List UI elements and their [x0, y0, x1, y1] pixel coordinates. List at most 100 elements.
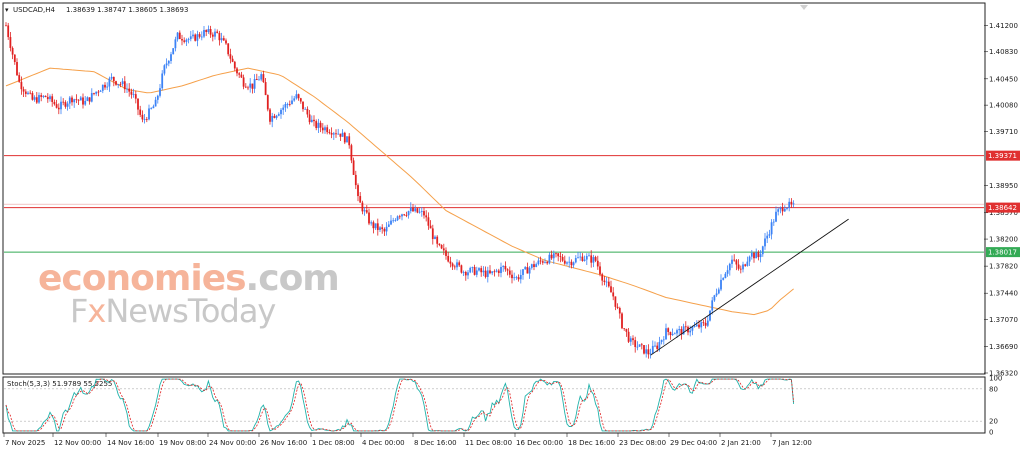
y-tick-label: 1.37820 — [989, 263, 1018, 271]
candle — [577, 251, 579, 259]
candle — [601, 272, 604, 286]
candle — [264, 78, 267, 96]
candle — [90, 88, 93, 103]
candle — [249, 78, 252, 93]
candle — [605, 276, 608, 288]
candle — [64, 100, 67, 109]
candle — [585, 253, 588, 265]
candle — [62, 98, 65, 106]
candle — [445, 247, 447, 260]
candle — [376, 218, 379, 236]
candle — [16, 58, 18, 77]
svg-text:FxNewsToday: FxNewsToday — [70, 292, 275, 330]
candle — [178, 30, 181, 40]
candle — [308, 109, 311, 125]
candle — [139, 105, 142, 118]
candle — [75, 94, 78, 104]
candle — [713, 294, 716, 302]
candle — [766, 231, 769, 244]
candle — [383, 227, 386, 237]
candle — [654, 341, 656, 348]
candle — [9, 32, 12, 52]
candle — [253, 74, 256, 94]
candle — [739, 265, 742, 274]
candle — [480, 265, 483, 277]
one-click-arrow-icon[interactable] — [800, 5, 808, 10]
x-tick-label: 26 Nov 16:00 — [260, 439, 307, 447]
candle — [720, 274, 722, 292]
candle — [53, 99, 56, 106]
candle — [220, 32, 223, 43]
candle — [214, 28, 216, 40]
candle — [625, 328, 628, 337]
candle — [93, 92, 95, 96]
candle — [27, 91, 29, 95]
candle — [777, 207, 780, 216]
candle — [104, 82, 106, 90]
candle — [328, 129, 331, 135]
candle — [372, 220, 375, 234]
stoch-y-tick-label: 100 — [989, 375, 1002, 383]
candle — [436, 235, 439, 248]
candle — [7, 22, 10, 40]
candle — [299, 97, 302, 104]
candle — [130, 88, 133, 99]
x-tick-label: 11 Dec 08:00 — [465, 439, 512, 447]
candle — [302, 101, 304, 112]
candle — [273, 113, 276, 119]
trendline[interactable] — [650, 218, 849, 356]
candle — [275, 114, 278, 120]
candle — [365, 205, 368, 214]
candle — [205, 29, 208, 37]
candle — [530, 263, 533, 270]
candle — [599, 262, 601, 277]
candle — [29, 90, 32, 95]
candle — [156, 94, 159, 104]
candle — [405, 211, 408, 218]
candle — [330, 127, 333, 139]
candle — [161, 70, 164, 91]
candle — [594, 255, 597, 263]
candle — [176, 32, 179, 42]
dropdown-arrow-icon[interactable]: ▾ — [5, 6, 9, 14]
candle — [198, 32, 201, 39]
candle — [229, 48, 232, 64]
candle — [341, 129, 344, 137]
candle — [627, 327, 630, 343]
candle — [159, 83, 161, 98]
candle — [552, 250, 555, 264]
candle — [559, 252, 562, 263]
candle — [154, 96, 157, 107]
candle — [112, 76, 115, 87]
candle — [500, 262, 502, 278]
candle — [511, 270, 513, 284]
candle — [522, 269, 524, 280]
candle — [484, 266, 487, 279]
candle — [684, 321, 687, 332]
candle — [99, 89, 102, 92]
candle — [662, 336, 665, 345]
candle — [768, 229, 771, 239]
candle — [385, 222, 388, 236]
candle — [495, 268, 498, 273]
stoch-y-tick-label: 0 — [989, 429, 993, 437]
candle — [251, 83, 254, 94]
candle — [621, 312, 623, 330]
stoch-signal-line — [5, 378, 794, 432]
candle — [420, 207, 423, 217]
candle — [489, 265, 491, 275]
candle — [141, 110, 144, 123]
candle — [77, 99, 80, 105]
candle — [295, 90, 298, 100]
candle — [638, 344, 641, 347]
candle — [596, 255, 599, 270]
candle — [203, 25, 205, 39]
candle — [614, 296, 617, 311]
candle — [128, 83, 131, 97]
candle — [238, 72, 241, 78]
candle — [207, 25, 210, 34]
candle — [11, 46, 14, 60]
candle — [770, 219, 773, 240]
watermark-logo: economies.com FxNewsToday — [38, 258, 340, 330]
